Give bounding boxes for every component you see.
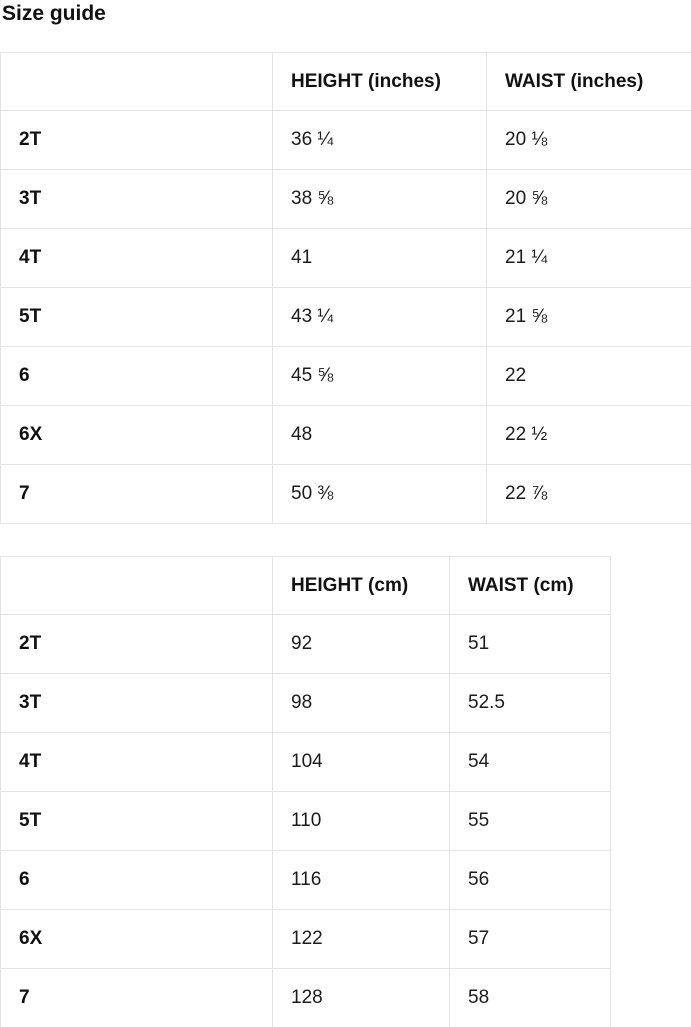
corner-cell bbox=[0, 556, 273, 615]
height-value: 36 ¼ bbox=[272, 110, 487, 170]
column-header: HEIGHT (cm) bbox=[272, 556, 450, 615]
table-row: 2T 92 51 bbox=[0, 614, 611, 674]
size-table-cm: HEIGHT (cm) WAIST (cm) 2T 92 51 3T 98 52.5 4T 10… bbox=[0, 556, 611, 1027]
size-label: 4T bbox=[0, 732, 273, 792]
header-row: HEIGHT (cm) WAIST (cm) bbox=[0, 556, 611, 615]
waist-value: 22 ⅞ bbox=[486, 464, 691, 524]
waist-value: 51 bbox=[449, 614, 611, 674]
waist-value: 21 ⅝ bbox=[486, 287, 691, 347]
waist-value: 52.5 bbox=[449, 673, 611, 733]
table-row: 6 116 56 bbox=[0, 850, 611, 910]
size-table-cm-header: HEIGHT (cm) WAIST (cm) bbox=[0, 556, 611, 615]
table-row: 4T 104 54 bbox=[0, 732, 611, 792]
size-label: 6X bbox=[0, 909, 273, 969]
height-value: 41 bbox=[272, 228, 487, 288]
height-value: 45 ⅝ bbox=[272, 346, 487, 406]
height-value: 128 bbox=[272, 968, 450, 1027]
size-label: 7 bbox=[0, 464, 273, 524]
size-label: 3T bbox=[0, 673, 273, 733]
height-value: 50 ⅜ bbox=[272, 464, 487, 524]
table-row: 3T 98 52.5 bbox=[0, 673, 611, 733]
size-label: 4T bbox=[0, 228, 273, 288]
size-label: 7 bbox=[0, 968, 273, 1027]
table-row: 7 50 ⅜ 22 ⅞ bbox=[0, 464, 691, 524]
waist-value: 20 ⅛ bbox=[486, 110, 691, 170]
size-label: 6X bbox=[0, 405, 273, 465]
height-value: 104 bbox=[272, 732, 450, 792]
waist-value: 55 bbox=[449, 791, 611, 851]
size-label: 6 bbox=[0, 346, 273, 406]
table-row: 4T 41 21 ¼ bbox=[0, 228, 691, 288]
column-header: HEIGHT (inches) bbox=[272, 52, 487, 111]
size-label: 2T bbox=[0, 110, 273, 170]
height-value: 122 bbox=[272, 909, 450, 969]
table-row: 7 128 58 bbox=[0, 968, 611, 1027]
corner-cell bbox=[0, 52, 273, 111]
page-title: Size guide bbox=[2, 2, 106, 25]
size-table-cm-body: 2T 92 51 3T 98 52.5 4T 104 54 5T 110 55 6 116 56 6X 122 5… bbox=[0, 614, 611, 1027]
waist-value: 56 bbox=[449, 850, 611, 910]
waist-value: 58 bbox=[449, 968, 611, 1027]
table-row: 6 45 ⅝ 22 bbox=[0, 346, 691, 406]
size-label: 5T bbox=[0, 287, 273, 347]
column-header: WAIST (inches) bbox=[486, 52, 691, 111]
table-row: 3T 38 ⅝ 20 ⅝ bbox=[0, 169, 691, 229]
size-table-inches: HEIGHT (inches) WAIST (inches) 2T 36 ¼ 20 ⅛… bbox=[0, 52, 691, 524]
waist-value: 54 bbox=[449, 732, 611, 792]
waist-value: 21 ¼ bbox=[486, 228, 691, 288]
height-value: 110 bbox=[272, 791, 450, 851]
waist-value: 22 ½ bbox=[486, 405, 691, 465]
waist-value: 20 ⅝ bbox=[486, 169, 691, 229]
height-value: 92 bbox=[272, 614, 450, 674]
size-label: 6 bbox=[0, 850, 273, 910]
height-value: 48 bbox=[272, 405, 487, 465]
height-value: 116 bbox=[272, 850, 450, 910]
table-row: 5T 110 55 bbox=[0, 791, 611, 851]
size-label: 3T bbox=[0, 169, 273, 229]
column-header: WAIST (cm) bbox=[449, 556, 611, 615]
height-value: 38 ⅝ bbox=[272, 169, 487, 229]
header-row: HEIGHT (inches) WAIST (inches) bbox=[0, 52, 691, 111]
height-value: 98 bbox=[272, 673, 450, 733]
waist-value: 57 bbox=[449, 909, 611, 969]
table-row: 5T 43 ¼ 21 ⅝ bbox=[0, 287, 691, 347]
table-row: 2T 36 ¼ 20 ⅛ bbox=[0, 110, 691, 170]
size-label: 5T bbox=[0, 791, 273, 851]
size-label: 2T bbox=[0, 614, 273, 674]
size-table-inches-header: HEIGHT (inches) WAIST (inches) bbox=[0, 52, 691, 111]
table-row: 6X 48 22 ½ bbox=[0, 405, 691, 465]
height-value: 43 ¼ bbox=[272, 287, 487, 347]
waist-value: 22 bbox=[486, 346, 691, 406]
table-row: 6X 122 57 bbox=[0, 909, 611, 969]
